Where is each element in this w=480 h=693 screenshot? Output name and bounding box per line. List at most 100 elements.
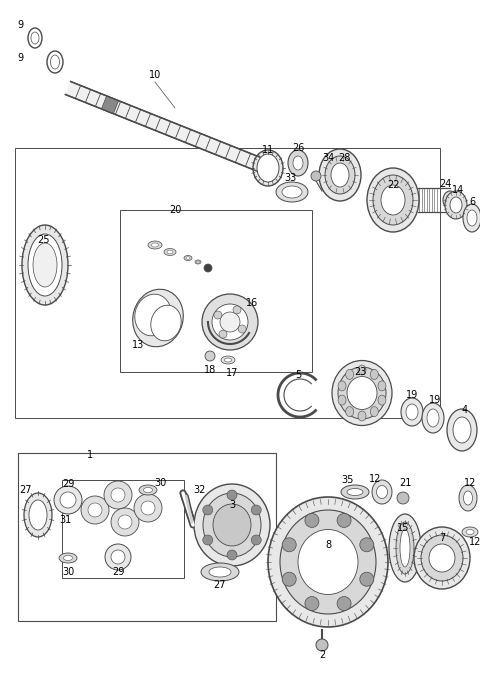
- Ellipse shape: [389, 514, 421, 582]
- Ellipse shape: [24, 493, 52, 537]
- Circle shape: [118, 515, 132, 529]
- Text: 34: 34: [322, 153, 334, 163]
- Text: 25: 25: [38, 235, 50, 245]
- Circle shape: [305, 597, 319, 611]
- Circle shape: [311, 171, 321, 181]
- Circle shape: [316, 639, 328, 651]
- Ellipse shape: [164, 249, 176, 256]
- Ellipse shape: [372, 480, 392, 504]
- Ellipse shape: [429, 544, 455, 572]
- Text: 28: 28: [338, 153, 350, 163]
- Text: 21: 21: [399, 478, 411, 488]
- Text: 33: 33: [284, 173, 296, 183]
- Circle shape: [219, 330, 227, 338]
- Text: 19: 19: [429, 395, 441, 405]
- Circle shape: [81, 496, 109, 524]
- Circle shape: [111, 488, 125, 502]
- Ellipse shape: [332, 360, 392, 426]
- Text: 5: 5: [295, 370, 301, 380]
- Ellipse shape: [209, 567, 231, 577]
- Circle shape: [360, 572, 374, 586]
- Text: 27: 27: [20, 485, 32, 495]
- Text: 12: 12: [464, 478, 476, 488]
- Text: 11: 11: [262, 145, 274, 155]
- Ellipse shape: [447, 409, 477, 451]
- Ellipse shape: [152, 243, 158, 247]
- Ellipse shape: [466, 529, 474, 534]
- Ellipse shape: [148, 241, 162, 249]
- Ellipse shape: [31, 32, 39, 44]
- Text: 31: 31: [59, 515, 71, 525]
- Ellipse shape: [378, 381, 386, 391]
- Circle shape: [282, 572, 296, 586]
- Ellipse shape: [396, 522, 414, 574]
- Ellipse shape: [319, 149, 361, 201]
- Text: 27: 27: [214, 580, 226, 590]
- Circle shape: [104, 481, 132, 509]
- Ellipse shape: [132, 289, 183, 346]
- Circle shape: [205, 351, 215, 361]
- Circle shape: [251, 535, 261, 545]
- Ellipse shape: [338, 381, 346, 391]
- Text: 20: 20: [169, 205, 181, 215]
- Ellipse shape: [282, 186, 302, 198]
- Text: 35: 35: [342, 475, 354, 485]
- Ellipse shape: [22, 225, 68, 305]
- Text: 12: 12: [469, 537, 480, 547]
- Text: 32: 32: [194, 485, 206, 495]
- Circle shape: [360, 538, 374, 552]
- Ellipse shape: [400, 529, 410, 567]
- Ellipse shape: [338, 395, 346, 405]
- Ellipse shape: [280, 510, 376, 614]
- Ellipse shape: [381, 185, 405, 215]
- Ellipse shape: [378, 395, 386, 405]
- Text: 14: 14: [452, 185, 464, 195]
- Circle shape: [227, 550, 237, 560]
- Ellipse shape: [167, 250, 173, 254]
- Circle shape: [305, 514, 319, 527]
- Ellipse shape: [253, 150, 283, 186]
- Bar: [18, 453, 276, 621]
- Circle shape: [88, 503, 102, 517]
- Ellipse shape: [268, 497, 388, 627]
- Text: 9: 9: [17, 20, 23, 30]
- Text: 2: 2: [319, 650, 325, 660]
- Ellipse shape: [453, 417, 471, 443]
- Circle shape: [214, 311, 222, 319]
- Ellipse shape: [371, 369, 378, 379]
- Text: 6: 6: [469, 197, 475, 207]
- Circle shape: [54, 486, 82, 514]
- Text: 10: 10: [149, 70, 161, 80]
- Ellipse shape: [373, 175, 413, 225]
- Text: 30: 30: [62, 567, 74, 577]
- Circle shape: [203, 505, 213, 515]
- Text: 3: 3: [229, 500, 235, 510]
- Ellipse shape: [28, 234, 62, 296]
- Text: 29: 29: [112, 567, 124, 577]
- Ellipse shape: [371, 407, 378, 416]
- Text: 8: 8: [325, 540, 331, 550]
- Circle shape: [105, 544, 131, 570]
- Ellipse shape: [401, 398, 423, 426]
- Ellipse shape: [213, 504, 251, 546]
- Ellipse shape: [29, 500, 47, 530]
- Ellipse shape: [464, 491, 472, 505]
- Ellipse shape: [288, 150, 308, 176]
- Ellipse shape: [331, 163, 349, 187]
- Ellipse shape: [414, 527, 470, 589]
- Text: 9: 9: [17, 53, 23, 63]
- Ellipse shape: [367, 168, 419, 232]
- Ellipse shape: [151, 305, 181, 341]
- Ellipse shape: [298, 529, 358, 595]
- Circle shape: [141, 501, 155, 515]
- Circle shape: [203, 535, 213, 545]
- Ellipse shape: [358, 365, 366, 375]
- Circle shape: [111, 550, 125, 564]
- Polygon shape: [65, 82, 271, 175]
- Circle shape: [134, 494, 162, 522]
- Text: 18: 18: [204, 365, 216, 375]
- Ellipse shape: [196, 261, 200, 263]
- Ellipse shape: [50, 55, 60, 69]
- Text: 13: 13: [132, 340, 144, 350]
- Circle shape: [111, 508, 139, 536]
